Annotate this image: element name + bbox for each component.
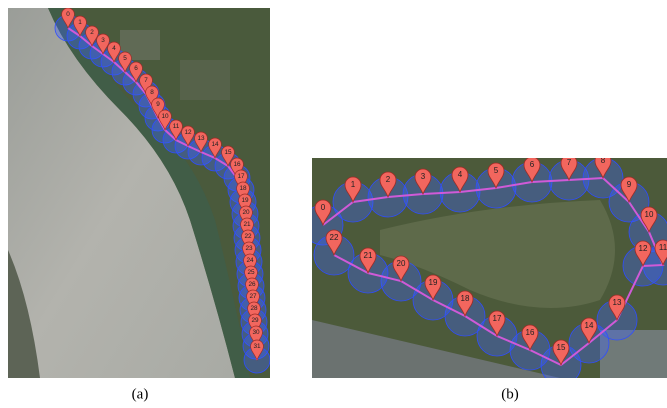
marker-label: 24 — [246, 257, 254, 264]
marker-label: 6 — [530, 160, 535, 169]
marker-label: 29 — [251, 317, 259, 324]
marker-label: 1 — [78, 19, 82, 26]
marker-label: 0 — [66, 11, 70, 18]
marker-label: 12 — [184, 129, 192, 136]
marker-label: 19 — [429, 278, 438, 287]
marker-label: 21 — [243, 221, 251, 228]
marker-label: 23 — [245, 245, 253, 252]
marker-label: 25 — [247, 269, 255, 276]
figure: (a) (b) 01234567891011121314151617181920… — [0, 0, 667, 408]
marker-label: 20 — [242, 209, 250, 216]
caption: (b) — [501, 386, 519, 402]
marker-label: 5 — [123, 55, 127, 62]
marker-label: 18 — [239, 185, 247, 192]
marker-label: 28 — [250, 305, 258, 312]
marker-label: 4 — [112, 45, 116, 52]
marker-label: 11 — [659, 243, 667, 252]
marker-label: 2 — [386, 175, 391, 184]
marker-label: 21 — [364, 251, 373, 260]
marker-label: 14 — [211, 141, 219, 148]
marker-label: 8 — [601, 156, 606, 165]
marker-label: 9 — [627, 180, 632, 189]
marker-label: 16 — [526, 328, 535, 337]
marker-label: 4 — [458, 170, 463, 179]
marker-label: 6 — [134, 65, 138, 72]
marker-label: 7 — [144, 77, 148, 84]
marker-label: 7 — [567, 158, 572, 167]
marker-label: 3 — [101, 37, 105, 44]
marker-label: 22 — [330, 233, 339, 242]
marker-label: 18 — [461, 294, 470, 303]
marker-label: 27 — [249, 293, 257, 300]
marker-label: 15 — [557, 343, 566, 352]
marker-label: 10 — [645, 210, 654, 219]
marker-label: 15 — [224, 149, 232, 156]
marker-label: 26 — [248, 281, 256, 288]
caption: (a) — [132, 386, 149, 402]
marker-label: 13 — [197, 135, 205, 142]
marker-label: 16 — [233, 161, 241, 168]
marker-label: 19 — [241, 197, 249, 204]
marker-label: 17 — [237, 173, 245, 180]
marker-label: 11 — [173, 123, 180, 130]
marker-label: 3 — [421, 172, 426, 181]
marker-label: 31 — [253, 343, 261, 350]
marker-label: 5 — [494, 166, 499, 175]
marker-label: 0 — [321, 203, 326, 212]
marker-label: 17 — [493, 314, 502, 323]
marker-label: 30 — [252, 329, 260, 336]
marker-label: 14 — [585, 321, 594, 330]
marker-label: 10 — [161, 113, 169, 120]
marker-label: 8 — [150, 89, 154, 96]
marker-label: 1 — [351, 180, 356, 189]
marker-label: 22 — [244, 233, 252, 240]
marker-label: 13 — [613, 298, 622, 307]
marker-label: 2 — [90, 29, 94, 36]
marker-label: 12 — [639, 244, 648, 253]
marker-label: 20 — [397, 259, 406, 268]
marker-label: 9 — [156, 101, 160, 108]
